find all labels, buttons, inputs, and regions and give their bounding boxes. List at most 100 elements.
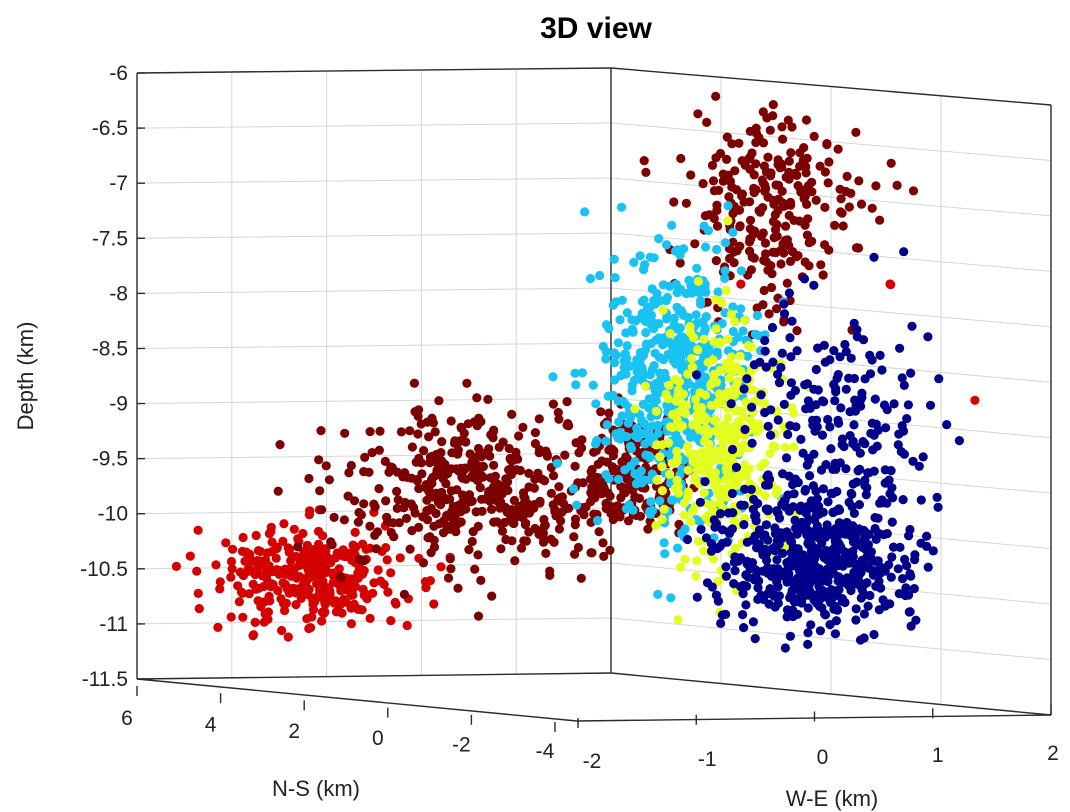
data-point (192, 566, 202, 576)
data-point (211, 560, 221, 570)
gridline-depth-left (136, 122, 612, 129)
data-point (729, 579, 739, 589)
data-point (609, 254, 619, 264)
data-point (840, 339, 850, 350)
data-point (711, 295, 721, 305)
data-point (851, 401, 861, 411)
data-point (537, 474, 547, 484)
data-point (657, 462, 667, 472)
data-point (792, 346, 802, 356)
data-point (875, 350, 885, 360)
data-point (738, 589, 748, 599)
data-point (291, 600, 301, 610)
data-point (728, 227, 738, 237)
data-point (727, 139, 737, 149)
data-point (673, 285, 683, 295)
data-point (770, 546, 780, 556)
data-point (252, 556, 262, 566)
data-point (734, 473, 745, 483)
data-point (609, 348, 619, 358)
data-point (629, 257, 639, 267)
data-point (739, 384, 749, 394)
data-point (423, 533, 433, 543)
data-point (472, 393, 482, 403)
data-point (506, 455, 516, 465)
axes-edge (136, 678, 578, 722)
data-point (854, 561, 864, 571)
data-point (353, 517, 363, 527)
tick-labels: -6-6.5-7-7.5-8-8.5-9-9.5-10-10.5-11-11.5… (80, 62, 1059, 773)
data-point (699, 221, 709, 231)
data-point (591, 399, 601, 409)
data-point (831, 387, 841, 397)
data-point (283, 543, 293, 553)
data-point (635, 251, 645, 261)
data-point (370, 530, 380, 541)
data-point (708, 176, 719, 186)
data-point (698, 546, 709, 556)
data-point (903, 400, 914, 410)
data-point (593, 476, 603, 487)
data-point (399, 589, 409, 600)
data-point (847, 553, 857, 564)
data-point (772, 555, 782, 565)
data-point (808, 415, 818, 425)
data-point (616, 481, 626, 491)
data-point (226, 612, 236, 622)
data-point (757, 175, 767, 185)
data-point (322, 582, 332, 593)
data-point (747, 252, 757, 262)
data-point (577, 435, 587, 445)
data-point (781, 172, 791, 182)
z-tick-label: -11.5 (82, 668, 128, 691)
data-point (725, 253, 735, 264)
data-point (504, 443, 514, 454)
data-point (637, 297, 648, 307)
data-point (762, 472, 772, 482)
data-point (501, 534, 511, 545)
data-point (677, 360, 687, 370)
data-point (720, 420, 730, 430)
data-point (824, 157, 834, 167)
data-point (425, 452, 435, 462)
data-point (736, 553, 746, 563)
data-point (257, 571, 268, 581)
z-tick-label: -11 (99, 613, 128, 636)
data-point (496, 544, 506, 554)
data-point (817, 603, 827, 613)
data-point (820, 610, 831, 620)
data-point (858, 542, 868, 553)
data-point (497, 489, 507, 499)
data-point (473, 550, 483, 560)
data-point (724, 373, 735, 383)
data-point (315, 585, 325, 595)
data-point (529, 503, 539, 513)
data-point (673, 615, 683, 625)
data-point (265, 596, 275, 606)
data-point (658, 305, 668, 315)
data-point (756, 590, 766, 600)
data-point (768, 100, 778, 110)
data-point (446, 416, 456, 426)
chart-title: 3D view (540, 12, 652, 45)
data-point (259, 581, 269, 592)
data-point (820, 240, 830, 250)
data-point (841, 464, 851, 474)
data-point (803, 639, 813, 650)
data-point (675, 422, 685, 433)
data-point (659, 538, 669, 548)
ns-tick-label: 6 (121, 707, 133, 730)
data-point (831, 553, 841, 563)
data-point (303, 574, 313, 584)
data-point (329, 512, 339, 523)
data-point (277, 625, 287, 636)
data-point (867, 355, 877, 365)
data-point (634, 370, 644, 380)
data-point (667, 495, 677, 505)
data-point (676, 305, 686, 316)
data-point (777, 548, 788, 558)
data-point (754, 206, 764, 216)
data-point (851, 127, 861, 137)
data-point (256, 546, 266, 557)
data-point (659, 504, 669, 514)
